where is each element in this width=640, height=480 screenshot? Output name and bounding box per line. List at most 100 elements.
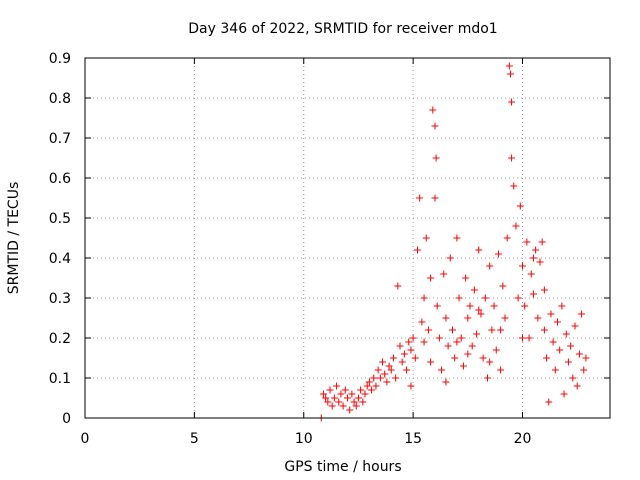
data-point xyxy=(389,354,397,362)
data-point xyxy=(470,286,478,294)
y-tick-label: 0.2 xyxy=(49,331,71,347)
y-tick-label: 0.3 xyxy=(49,291,71,307)
data-point xyxy=(477,310,485,318)
chart-title: Day 346 of 2022, SRMTID for receiver mdo… xyxy=(188,21,497,37)
x-tick-label: 10 xyxy=(295,431,313,447)
data-point xyxy=(464,350,472,358)
data-point xyxy=(409,334,417,342)
y-tick-label: 0.7 xyxy=(49,131,71,147)
data-point xyxy=(569,374,577,382)
data-point xyxy=(468,342,476,350)
data-point xyxy=(416,194,424,202)
data-point xyxy=(560,390,568,398)
data-point xyxy=(438,366,446,374)
data-point xyxy=(490,302,498,310)
data-point xyxy=(431,122,439,130)
data-point xyxy=(505,62,513,70)
data-point xyxy=(433,302,441,310)
data-point xyxy=(510,182,518,190)
data-point xyxy=(442,378,450,386)
data-point xyxy=(370,374,378,382)
data-point xyxy=(488,326,496,334)
data-point xyxy=(339,402,347,410)
data-point xyxy=(444,342,452,350)
x-tick-label: 0 xyxy=(81,431,90,447)
data-point xyxy=(529,290,537,298)
data-point xyxy=(429,106,437,114)
x-axis-label: GPS time / hours xyxy=(284,459,401,475)
data-point xyxy=(407,382,415,390)
data-point xyxy=(330,394,338,402)
data-point xyxy=(486,358,494,366)
data-point xyxy=(580,366,588,374)
data-point xyxy=(575,350,583,358)
data-point xyxy=(481,294,489,302)
data-points xyxy=(317,62,590,422)
data-point xyxy=(475,306,483,314)
data-point xyxy=(376,374,384,382)
y-tick-label: 0.6 xyxy=(49,171,71,187)
data-point xyxy=(473,330,481,338)
data-point xyxy=(341,386,349,394)
data-point xyxy=(551,366,559,374)
data-point xyxy=(348,390,356,398)
data-point xyxy=(564,358,572,366)
data-point xyxy=(322,394,330,402)
y-tick-label: 0 xyxy=(62,411,71,427)
data-point xyxy=(424,326,432,334)
data-point xyxy=(398,358,406,366)
data-point xyxy=(350,398,358,406)
y-tick-label: 0.4 xyxy=(49,251,71,267)
data-point xyxy=(420,338,428,346)
data-point xyxy=(449,326,456,334)
data-point xyxy=(503,234,511,242)
data-point xyxy=(374,366,382,374)
data-point xyxy=(328,402,336,410)
data-point xyxy=(484,374,491,382)
data-point xyxy=(578,310,586,318)
data-point xyxy=(387,366,395,374)
data-point xyxy=(346,406,354,414)
data-point xyxy=(543,354,551,362)
data-point xyxy=(352,402,360,410)
data-point xyxy=(407,346,415,354)
y-axis-ticks: 0 0.1 0.2 0.3 0.4 0.5 0.6 0.7 0.8 0.9 xyxy=(49,51,610,427)
data-point xyxy=(418,318,426,326)
data-point xyxy=(514,294,522,302)
x-tick-label: 20 xyxy=(514,431,532,447)
data-point xyxy=(545,398,553,406)
data-point xyxy=(359,398,367,406)
data-point xyxy=(453,234,461,242)
data-point xyxy=(567,342,575,350)
data-point xyxy=(368,386,376,394)
data-point xyxy=(363,382,371,390)
y-axis-label: SRMTID / TECUs xyxy=(6,182,22,295)
data-point xyxy=(538,238,546,246)
data-point xyxy=(529,254,537,262)
y-tick-label: 0.5 xyxy=(49,211,71,227)
y-tick-label: 0.9 xyxy=(49,51,71,67)
data-point xyxy=(394,282,402,290)
data-point xyxy=(324,398,332,406)
data-point xyxy=(403,366,411,374)
data-point xyxy=(554,318,561,326)
data-point xyxy=(446,254,454,262)
data-point xyxy=(427,274,435,282)
data-point xyxy=(506,70,514,78)
data-point xyxy=(440,270,448,278)
data-point xyxy=(392,374,400,382)
data-point xyxy=(534,314,542,322)
data-point xyxy=(519,334,526,342)
axes-frame xyxy=(84,57,611,419)
data-point xyxy=(486,262,494,270)
x-axis-ticks: 0 5 10 15 20 xyxy=(81,58,532,447)
data-point xyxy=(459,362,467,370)
data-point xyxy=(556,346,564,354)
data-point xyxy=(558,302,566,310)
data-point xyxy=(494,250,502,258)
data-point xyxy=(420,294,428,302)
x-tick-label: 15 xyxy=(404,431,422,447)
data-point xyxy=(379,358,386,366)
data-point xyxy=(540,326,548,334)
